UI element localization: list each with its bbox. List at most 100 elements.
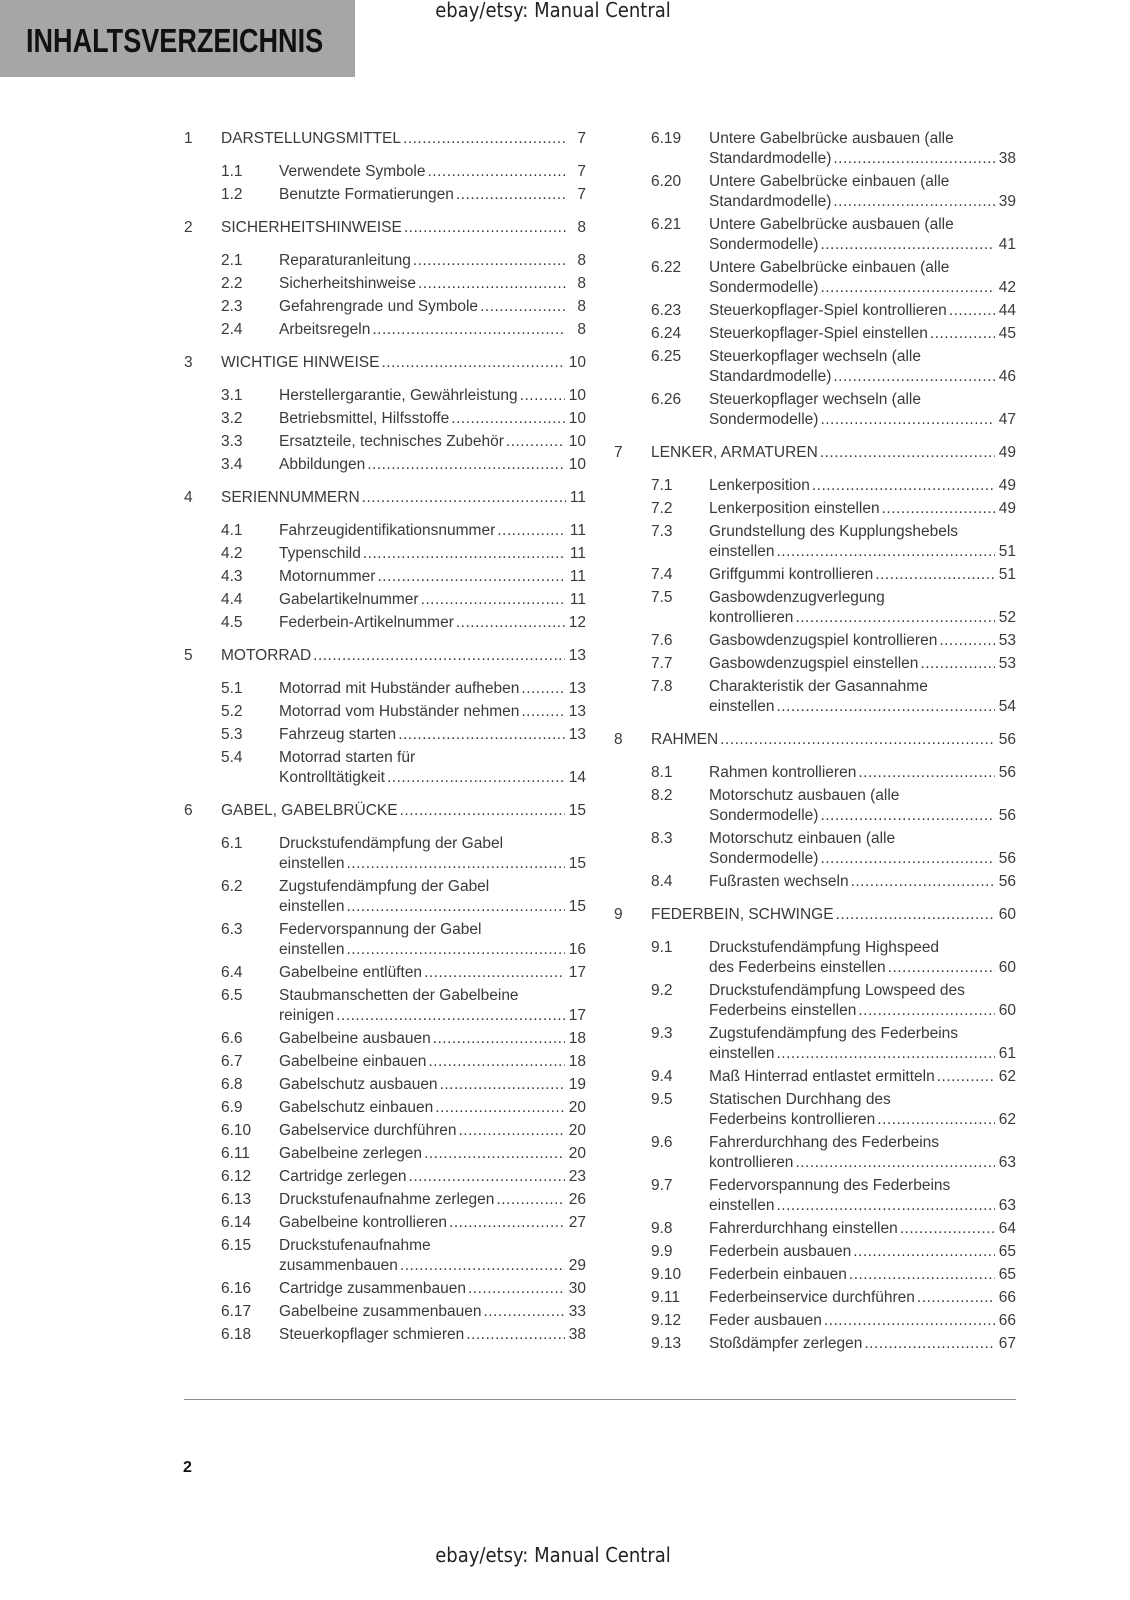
toc-chapter-entry[interactable]: 3 WICHTIGE HINWEISE 10 <box>184 353 586 376</box>
toc-entry[interactable]: 7.6 Gasbowdenzugspiel kontrollieren 53 <box>614 631 1016 654</box>
toc-entry[interactable]: 7.2 Lenkerposition einstellen 49 <box>614 499 1016 522</box>
toc-entry[interactable]: 9.9 Federbein ausbauen 65 <box>614 1242 1016 1265</box>
toc-entry[interactable]: 6.14 Gabelbeine kontrollieren 27 <box>184 1213 586 1236</box>
toc-entry[interactable]: 6.26 Steuerkopflager wechseln (alle Sonder… <box>614 390 1016 433</box>
toc-entry[interactable]: 6.3 Federvorspannung der Gabel einstellen 1… <box>184 920 586 963</box>
toc-chapter-entry[interactable]: 6 GABEL, GABELBRÜCKE 15 <box>184 801 586 824</box>
toc-entry[interactable]: 9.7 Federvorspannung des Federbeins einste… <box>614 1176 1016 1219</box>
toc-entry[interactable]: 6.7 Gabelbeine einbauen 18 <box>184 1052 586 1075</box>
entry-number: 6.9 <box>221 1099 243 1116</box>
toc-entry[interactable]: 5.1 Motorrad mit Hubständer aufheben 13 <box>184 679 586 702</box>
toc-entry[interactable]: 9.6 Fahrerdurchhang des Federbeins kontrol… <box>614 1133 1016 1176</box>
toc-entry[interactable]: 8.1 Rahmen kontrollieren 56 <box>614 763 1016 786</box>
toc-chapter-entry[interactable]: 7 LENKER, ARMATUREN 49 <box>614 443 1016 466</box>
toc-entry[interactable]: 8.2 Motorschutz ausbauen (alle Sondermodel… <box>614 786 1016 829</box>
toc-entry[interactable]: 6.1 Druckstufendämpfung der Gabel einstell… <box>184 834 586 877</box>
toc-entry[interactable]: 4.5 Federbein-Artikelnummer 12 <box>184 613 586 636</box>
toc-entry[interactable]: 3.3 Ersatzteile, technisches Zubehör 10 <box>184 432 586 455</box>
toc-entry[interactable]: 6.9 Gabelschutz einbauen 20 <box>184 1098 586 1121</box>
toc-entry[interactable]: 6.12 Cartridge zerlegen 23 <box>184 1167 586 1190</box>
entry-title: Sondermodelle) <box>709 807 819 824</box>
toc-entry[interactable]: 4.2 Typenschild 11 <box>184 544 586 567</box>
toc-entry[interactable]: 2.1 Reparaturanleitung 8 <box>184 251 586 274</box>
entry-line: kontrollieren 52 <box>709 608 1016 628</box>
entry-line: Federbeinservice durchführen 66 <box>709 1288 1016 1308</box>
toc-entry[interactable]: 6.10 Gabelservice durchführen 20 <box>184 1121 586 1144</box>
toc-entry[interactable]: 6.20 Untere Gabelbrücke einbauen (alle Sta… <box>614 172 1016 215</box>
toc-entry[interactable]: 4.1 Fahrzeugidentifikationsnummer 11 <box>184 521 586 544</box>
entry-page: 23 <box>568 1168 586 1185</box>
toc-entry[interactable]: 7.4 Griffgummi kontrollieren 51 <box>614 565 1016 588</box>
toc-entry[interactable]: 8.4 Fußrasten wechseln 56 <box>614 872 1016 895</box>
toc-entry[interactable]: 6.11 Gabelbeine zerlegen 20 <box>184 1144 586 1167</box>
toc-chapter-entry[interactable]: 4 SERIENNUMMERN 11 <box>184 488 586 511</box>
toc-entry[interactable]: 9.11 Federbeinservice durchführen 66 <box>614 1288 1016 1311</box>
toc-entry[interactable]: 2.2 Sicherheitshinweise 8 <box>184 274 586 297</box>
dot-leader <box>833 367 994 387</box>
toc-entry[interactable]: 7.5 Gasbowdenzugverlegung kontrollieren 52 <box>614 588 1016 631</box>
toc-entry[interactable]: 6.6 Gabelbeine ausbauen 18 <box>184 1029 586 1052</box>
toc-entry[interactable]: 6.18 Steuerkopflager schmieren 38 <box>184 1325 586 1348</box>
toc-entry[interactable]: 1.2 Benutzte Formatierungen 7 <box>184 185 586 208</box>
toc-entry[interactable]: 4.4 Gabelartikelnummer 11 <box>184 590 586 613</box>
toc-entry[interactable]: 5.2 Motorrad vom Hubständer nehmen 13 <box>184 702 586 725</box>
toc-entry[interactable]: 9.4 Maß Hinterrad entlastet ermitteln 62 <box>614 1067 1016 1090</box>
entry-line: Staubmanschetten der Gabelbeine <box>279 986 586 1006</box>
entry-title: DARSTELLUNGSMITTEL <box>221 130 402 147</box>
toc-entry[interactable]: 6.2 Zugstufendämpfung der Gabel einstellen… <box>184 877 586 920</box>
toc-entry[interactable]: 3.1 Herstellergarantie, Gewährleistung 10 <box>184 386 586 409</box>
toc-entry[interactable]: 9.2 Druckstufendämpfung Lowspeed des Feder… <box>614 981 1016 1024</box>
toc-entry[interactable]: 6.21 Untere Gabelbrücke ausbauen (alle Son… <box>614 215 1016 258</box>
toc-entry[interactable]: 9.8 Fahrerdurchhang einstellen 64 <box>614 1219 1016 1242</box>
toc-entry[interactable]: 6.13 Druckstufenaufnahme zerlegen 26 <box>184 1190 586 1213</box>
entry-body: WICHTIGE HINWEISE 10 <box>221 353 586 373</box>
toc-entry[interactable]: 5.4 Motorrad starten für Kontrolltätigkeit… <box>184 748 586 791</box>
toc-entry[interactable]: 7.7 Gasbowdenzugspiel einstellen 53 <box>614 654 1016 677</box>
toc-entry[interactable]: 6.24 Steuerkopflager-Spiel einstellen 45 <box>614 324 1016 347</box>
entry-line: Fahrzeug starten 13 <box>279 725 586 745</box>
toc-chapter-entry[interactable]: 2 SICHERHEITSHINWEISE 8 <box>184 218 586 241</box>
toc-chapter-entry[interactable]: 5 MOTORRAD 13 <box>184 646 586 669</box>
entry-page: 16 <box>568 941 586 958</box>
toc-entry[interactable]: 8.3 Motorschutz einbauen (alle Sondermodel… <box>614 829 1016 872</box>
toc-entry[interactable]: 6.25 Steuerkopflager wechseln (alle Standa… <box>614 347 1016 390</box>
toc-chapter-entry[interactable]: 1 DARSTELLUNGSMITTEL 7 <box>184 129 586 152</box>
toc-entry[interactable]: 7.3 Grundstellung des Kupplungshebels eins… <box>614 522 1016 565</box>
toc-entry[interactable]: 9.5 Statischen Durchhang des Federbeins ko… <box>614 1090 1016 1133</box>
entry-line: GABEL, GABELBRÜCKE 15 <box>221 801 586 821</box>
entry-title: Griffgummi kontrollieren <box>709 566 874 583</box>
toc-entry[interactable]: 6.17 Gabelbeine zusammenbauen 33 <box>184 1302 586 1325</box>
toc-entry[interactable]: 3.2 Betriebsmittel, Hilfsstoffe 10 <box>184 409 586 432</box>
toc-entry[interactable]: 1.1 Verwendete Symbole 7 <box>184 162 586 185</box>
toc-entry[interactable]: 5.3 Fahrzeug starten 13 <box>184 725 586 748</box>
entry-title: Untere Gabelbrücke ausbauen (alle <box>709 130 954 147</box>
toc-entry[interactable]: 7.8 Charakteristik der Gasannahme einstell… <box>614 677 1016 720</box>
toc-entry[interactable]: 9.1 Druckstufendämpfung Highspeed des Fede… <box>614 938 1016 981</box>
entry-page: 8 <box>577 275 586 292</box>
toc-entry[interactable]: 2.3 Gefahrengrade und Symbole 8 <box>184 297 586 320</box>
toc-chapter-entry[interactable]: 8 RAHMEN 56 <box>614 730 1016 753</box>
toc-entry[interactable]: 6.15 Druckstufenaufnahme zusammenbauen 29 <box>184 1236 586 1279</box>
toc-entry[interactable]: 6.23 Steuerkopflager-Spiel kontrollieren 4… <box>614 301 1016 324</box>
toc-entry[interactable]: 2.4 Arbeitsregeln 8 <box>184 320 586 343</box>
entry-page: 66 <box>998 1312 1016 1329</box>
toc-chapter-entry[interactable]: 9 FEDERBEIN, SCHWINGE 60 <box>614 905 1016 928</box>
toc-entry[interactable]: 6.8 Gabelschutz ausbauen 19 <box>184 1075 586 1098</box>
toc-entry[interactable]: 6.16 Cartridge zusammenbauen 30 <box>184 1279 586 1302</box>
toc-entry[interactable]: 9.10 Federbein einbauen 65 <box>614 1265 1016 1288</box>
entry-body: Gasbowdenzugspiel kontrollieren 53 <box>709 631 1016 651</box>
entry-title: Federvorspannung des Federbeins <box>709 1177 951 1194</box>
toc-entry[interactable]: 9.13 Stoßdämpfer zerlegen 67 <box>614 1334 1016 1357</box>
toc-entry[interactable]: 6.5 Staubmanschetten der Gabelbeine reinig… <box>184 986 586 1029</box>
entry-page: 15 <box>568 802 586 819</box>
toc-entry[interactable]: 3.4 Abbildungen 10 <box>184 455 586 478</box>
toc-entry[interactable]: 6.4 Gabelbeine entlüften 17 <box>184 963 586 986</box>
toc-entry[interactable]: 9.3 Zugstufendämpfung des Federbeins einst… <box>614 1024 1016 1067</box>
entry-number: 9.6 <box>651 1134 673 1151</box>
toc-entry[interactable]: 6.22 Untere Gabelbrücke einbauen (alle Son… <box>614 258 1016 301</box>
toc-entry[interactable]: 4.3 Motornummer 11 <box>184 567 586 590</box>
toc-entry[interactable]: 7.1 Lenkerposition 49 <box>614 476 1016 499</box>
toc-entry[interactable]: 6.19 Untere Gabelbrücke ausbauen (alle Sta… <box>614 129 1016 172</box>
toc-entry[interactable]: 9.12 Feder ausbauen 66 <box>614 1311 1016 1334</box>
entry-body: Cartridge zusammenbauen 30 <box>279 1279 586 1299</box>
